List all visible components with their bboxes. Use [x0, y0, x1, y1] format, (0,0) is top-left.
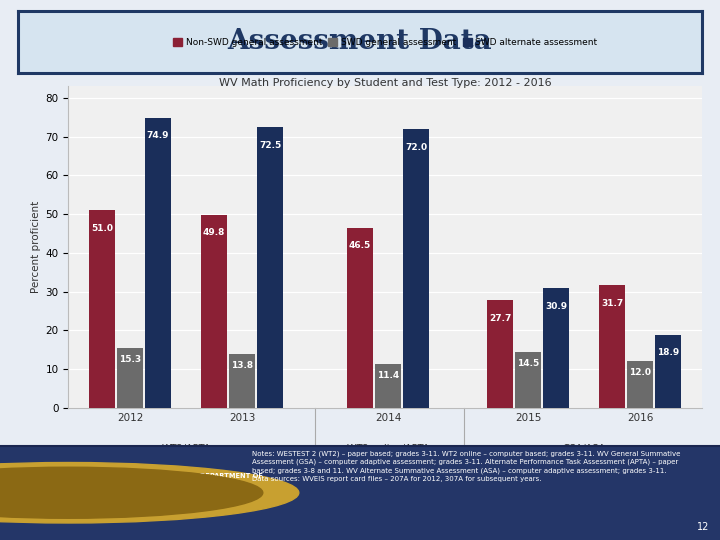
Text: West Virginia DEPARTMENT OF: West Virginia DEPARTMENT OF — [148, 472, 263, 479]
Text: WT2/APTA: WT2/APTA — [161, 444, 211, 455]
Bar — [487, 300, 513, 408]
Text: 12.0: 12.0 — [629, 368, 652, 377]
Bar — [347, 228, 373, 408]
Text: 27.7: 27.7 — [489, 314, 511, 323]
Text: EDUCATION: EDUCATION — [148, 497, 230, 511]
Text: 13.8: 13.8 — [231, 361, 253, 370]
Text: WV Math Proficiency by Student and Test Type: 2012 - 2016: WV Math Proficiency by Student and Test … — [219, 78, 552, 89]
Circle shape — [0, 467, 263, 518]
Bar — [544, 288, 569, 408]
Text: 49.8: 49.8 — [203, 228, 225, 238]
Text: 72.5: 72.5 — [259, 140, 282, 150]
Text: 11.4: 11.4 — [377, 370, 399, 380]
Text: 72.0: 72.0 — [405, 143, 427, 152]
Bar — [257, 127, 283, 408]
Bar — [375, 363, 401, 408]
Text: WT2 online/APTA: WT2 online/APTA — [347, 444, 429, 455]
Text: 46.5: 46.5 — [349, 241, 371, 250]
Bar — [117, 348, 143, 408]
Bar — [230, 354, 255, 408]
Bar — [202, 215, 227, 408]
Text: 30.9: 30.9 — [545, 302, 567, 310]
Legend: Non-SWD general assessment, SWD general assessment, SWD alternate assessment: Non-SWD general assessment, SWD general … — [169, 35, 601, 51]
Circle shape — [0, 462, 299, 523]
Bar — [516, 352, 541, 408]
Bar — [89, 210, 115, 408]
Text: 31.7: 31.7 — [601, 299, 624, 308]
Text: 15.3: 15.3 — [119, 355, 141, 364]
Text: 12: 12 — [697, 522, 709, 532]
Bar — [655, 335, 681, 408]
Text: 14.5: 14.5 — [517, 359, 539, 368]
Text: 18.9: 18.9 — [657, 348, 680, 357]
Text: 74.9: 74.9 — [147, 131, 169, 140]
Bar — [145, 118, 171, 408]
Y-axis label: Percent proficient: Percent proficient — [32, 201, 41, 293]
Text: 51.0: 51.0 — [91, 224, 113, 233]
Text: GSA/ASA: GSA/ASA — [563, 444, 606, 455]
Bar — [403, 129, 429, 408]
Text: Notes: WESTEST 2 (WT2) – paper based; grades 3-11. WT2 online – computer based; : Notes: WESTEST 2 (WT2) – paper based; gr… — [252, 450, 680, 482]
Text: Assessment Data: Assessment Data — [228, 28, 492, 55]
Bar — [627, 361, 653, 408]
Bar — [599, 285, 625, 408]
